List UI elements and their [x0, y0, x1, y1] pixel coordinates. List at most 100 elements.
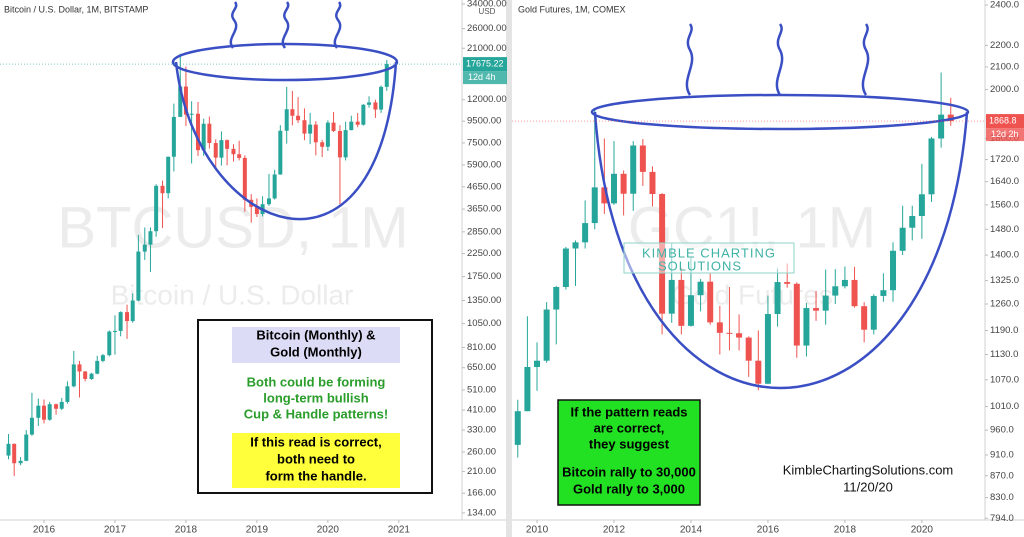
candle-body [18, 460, 23, 464]
time-tag [463, 71, 507, 85]
y-tick-label: 1640.0 [990, 176, 1019, 187]
y-tick-label: 1400.0 [990, 250, 1019, 261]
steam [775, 23, 784, 96]
y-tick-label: 410.00 [467, 405, 496, 416]
x-tick-label: 2020 [911, 525, 934, 536]
y-tick-label: 260.00 [467, 446, 496, 457]
cup-body [593, 111, 969, 389]
y-tick-label: 12000.00 [467, 94, 507, 105]
candle-body [136, 251, 141, 301]
x-tick-label: 2018 [834, 525, 857, 536]
candle-body [112, 330, 117, 332]
note-heading: Bitcoin (Monthly) & [256, 327, 375, 342]
candle-body [384, 64, 389, 87]
gold-candles [514, 72, 954, 458]
candle-body [822, 295, 829, 311]
y-tick-label: 830.0 [990, 492, 1014, 503]
candle-body [148, 231, 153, 245]
candle-body [813, 308, 820, 311]
y-tick-label: 2250.00 [467, 248, 501, 259]
candle-body [764, 314, 771, 384]
price-tag-label: 17675.22 [466, 58, 504, 68]
x-tick-label: 2019 [246, 525, 269, 536]
watermark: BTCUSD, 1M [57, 195, 408, 260]
candle-body [514, 411, 521, 445]
candle-body [610, 173, 617, 204]
candle-body [201, 123, 206, 151]
y-tick-label: 3650.00 [467, 204, 501, 215]
y-tick-label: 9500.00 [467, 116, 501, 127]
x-tick-label: 2017 [104, 525, 127, 536]
note-box [557, 399, 701, 506]
x-tick-label: 2014 [680, 525, 703, 536]
candle-body [562, 248, 569, 287]
candle-body [166, 156, 171, 194]
y-tick-label: 166.00 [467, 488, 496, 499]
candle-body [160, 185, 165, 194]
y-tick-label: 330.00 [467, 425, 496, 436]
candle-body [870, 295, 877, 330]
panel-divider [506, 0, 512, 537]
y-tick-label: 810.00 [467, 342, 496, 353]
candle-body [320, 142, 325, 147]
candle-body [880, 290, 887, 296]
steam [333, 1, 342, 49]
candle-body [207, 123, 212, 144]
y-tick-label: 5900.00 [467, 159, 501, 170]
y-tick-label: 794.0 [990, 513, 1014, 524]
candle-body [649, 171, 656, 195]
candle-body [196, 113, 200, 151]
y-tick-label: 2100.0 [990, 61, 1019, 72]
candle-body [899, 227, 906, 251]
candle-body [630, 145, 637, 194]
note-text: form the handle. [265, 468, 366, 483]
time-tag [986, 128, 1024, 142]
candle-body [861, 306, 868, 330]
candle-body [42, 405, 46, 420]
candle-body [284, 109, 289, 131]
note-text: both need to [277, 451, 355, 466]
candle-body [65, 386, 70, 402]
candle-body [47, 404, 52, 420]
candle-body [687, 295, 694, 326]
candle-body [582, 223, 589, 243]
candle-body [272, 174, 277, 199]
candle-body [107, 331, 112, 356]
y-tick-label: 1260.0 [990, 298, 1019, 309]
candle-body [83, 371, 88, 379]
y-tick-label: 1350.00 [467, 295, 501, 306]
logo-text: KIMBLE CHARTING [642, 245, 776, 260]
candle-body [266, 198, 271, 205]
candle-body [125, 312, 130, 322]
y-tick-label: 134.00 [467, 507, 496, 518]
candle-body [71, 364, 76, 387]
steam [229, 1, 238, 49]
candle-body [716, 322, 723, 333]
candle-body [784, 282, 791, 284]
candle-body [890, 250, 897, 291]
candle-body [36, 405, 41, 418]
candle-body [213, 143, 218, 158]
y-tick-label: 510.00 [467, 385, 496, 396]
candle-body [89, 373, 94, 379]
price-tag [463, 57, 507, 72]
y-tick-label: 1130.0 [990, 349, 1018, 360]
candle-body [841, 279, 848, 287]
candle-body [697, 281, 704, 296]
note-text: Gold rally to 3,000 [573, 481, 685, 496]
candle-body [736, 333, 743, 338]
y-tick-label: 2200.0 [990, 40, 1019, 51]
candle-body [313, 124, 318, 143]
chart-title: Gold Futures, 1M, COMEX [518, 4, 626, 14]
note-text: they suggest [589, 436, 670, 451]
candle-body [95, 360, 100, 374]
candle-body [620, 173, 627, 194]
candle-body [534, 360, 541, 367]
candle-body [755, 360, 762, 384]
candle-body [302, 120, 307, 134]
candle-body [325, 122, 330, 147]
time-tag-label: 12d 4h [468, 72, 496, 82]
candle-body [183, 86, 188, 115]
candle-body [832, 286, 839, 296]
